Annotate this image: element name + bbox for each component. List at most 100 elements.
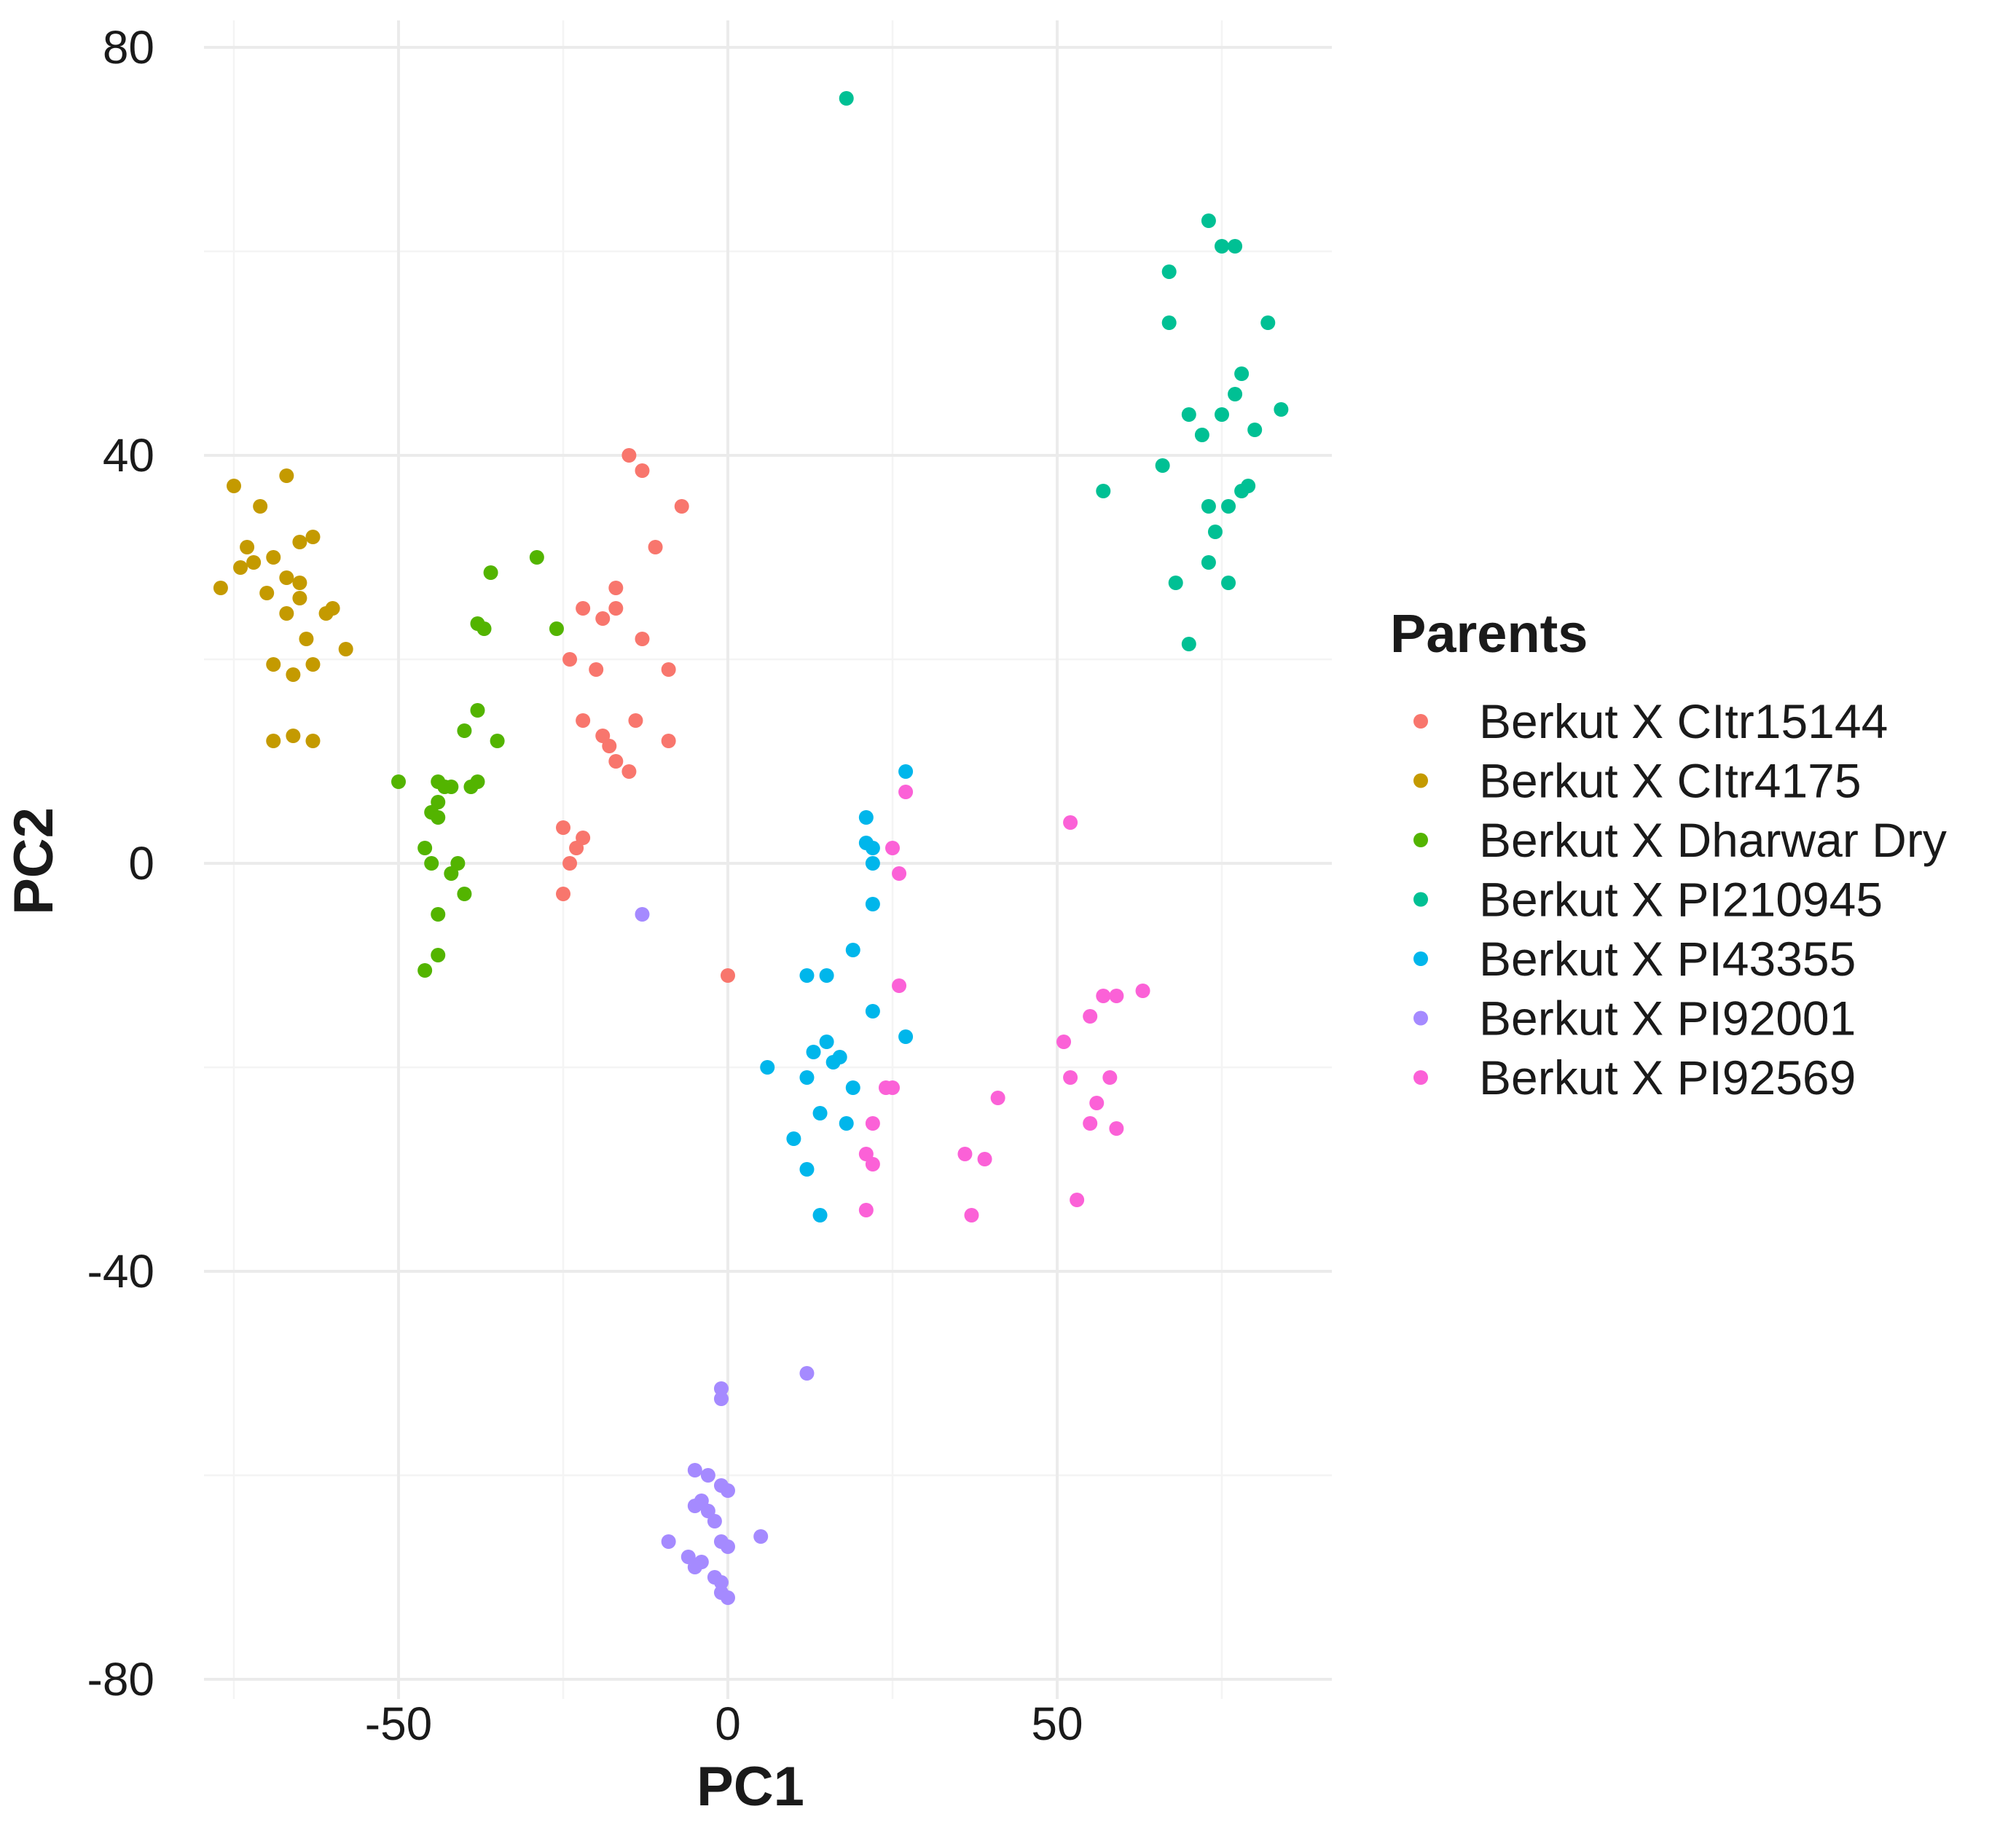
tick-labels: -50 0 50 -80 -40 0 40 80	[87, 21, 1083, 1750]
data-point	[806, 1045, 821, 1059]
x-axis-title: PC1	[697, 1756, 804, 1818]
data-point	[799, 1366, 815, 1381]
data-point	[1056, 1035, 1072, 1049]
data-point	[661, 734, 676, 748]
data-point	[305, 657, 321, 672]
x-tick-label: 0	[715, 1698, 741, 1750]
data-point	[1161, 315, 1177, 330]
data-point	[786, 1131, 801, 1146]
data-point	[266, 734, 281, 748]
data-point	[713, 1381, 729, 1396]
data-point	[1109, 1121, 1124, 1136]
data-point	[240, 540, 255, 554]
data-point	[799, 1070, 815, 1085]
data-point	[292, 591, 307, 605]
gridlines	[204, 20, 1332, 1699]
legend-swatch	[1413, 714, 1428, 729]
data-point	[839, 1116, 854, 1131]
data-point	[1168, 576, 1183, 590]
data-point	[812, 1208, 828, 1222]
data-point	[721, 1590, 735, 1605]
data-point	[713, 1575, 729, 1590]
data-point	[1201, 499, 1216, 514]
legend-swatch	[1413, 951, 1428, 966]
data-point	[819, 968, 834, 983]
data-point	[839, 91, 854, 106]
data-point	[957, 1147, 973, 1161]
data-point	[825, 1055, 841, 1070]
data-point	[892, 866, 907, 881]
data-point	[1234, 484, 1250, 498]
data-point	[1207, 525, 1223, 539]
data-point	[635, 907, 650, 922]
data-point	[721, 968, 735, 983]
data-point	[457, 723, 472, 738]
data-point	[562, 652, 578, 667]
legend-swatch	[1413, 833, 1428, 847]
legend-swatch	[1413, 892, 1428, 907]
data-point	[1083, 1116, 1098, 1131]
data-point	[687, 1499, 702, 1513]
data-point	[292, 576, 307, 590]
data-point	[1228, 239, 1243, 254]
data-point	[1063, 815, 1078, 830]
x-tick-label: 50	[1031, 1698, 1083, 1750]
data-point	[431, 810, 446, 825]
data-point	[305, 734, 321, 748]
data-point	[799, 968, 815, 983]
data-point	[819, 1035, 834, 1049]
data-point	[483, 565, 498, 580]
data-point	[266, 550, 281, 565]
legend-label: Berkut X PI43355	[1479, 932, 1856, 986]
legend-item: Berkut X Dharwar Dry	[1413, 813, 1947, 867]
data-point	[1070, 1193, 1085, 1207]
data-point	[865, 841, 880, 855]
data-point	[299, 632, 314, 646]
data-point	[279, 570, 294, 585]
data-point	[635, 632, 650, 646]
data-point	[865, 897, 880, 911]
x-tick-label: -50	[365, 1698, 433, 1750]
data-point	[589, 662, 604, 677]
legend-label: Berkut X PI92569	[1479, 1051, 1856, 1104]
data-point	[865, 856, 880, 871]
data-point	[865, 1004, 880, 1019]
data-point	[858, 810, 874, 825]
legend-label: Berkut X CItr4175	[1479, 754, 1862, 808]
data-point	[661, 662, 676, 677]
data-point	[576, 713, 591, 728]
data-point	[1161, 264, 1177, 279]
legend-item: Berkut X PI92569	[1413, 1051, 1856, 1104]
data-point	[417, 963, 433, 978]
data-point	[246, 555, 262, 570]
data-point	[721, 1539, 735, 1554]
data-point	[661, 1534, 676, 1549]
data-point	[1181, 407, 1196, 422]
legend-swatch	[1413, 1010, 1428, 1026]
data-point	[892, 978, 907, 993]
data-point	[753, 1529, 769, 1544]
legend-label: Berkut X PI92001	[1479, 992, 1856, 1045]
legend-label: Berkut X PI210945	[1479, 873, 1883, 927]
data-point	[259, 586, 275, 600]
data-point	[1194, 428, 1209, 442]
legend-title: Parents	[1390, 603, 1588, 664]
legend-label: Berkut X Dharwar Dry	[1479, 813, 1947, 867]
data-point	[1260, 315, 1276, 330]
data-point	[286, 667, 301, 682]
data-point	[1096, 484, 1111, 498]
data-point	[476, 621, 492, 636]
data-point	[569, 841, 584, 855]
data-point	[305, 530, 321, 544]
data-point	[529, 550, 544, 565]
y-tick-label: 80	[103, 21, 154, 74]
data-point	[556, 887, 570, 901]
data-point	[964, 1208, 979, 1222]
data-point	[233, 560, 248, 575]
y-tick-label: -80	[87, 1653, 155, 1706]
y-tick-label: 40	[103, 429, 154, 482]
data-point	[417, 841, 433, 855]
data-point	[845, 943, 860, 957]
data-point	[1089, 1096, 1105, 1110]
